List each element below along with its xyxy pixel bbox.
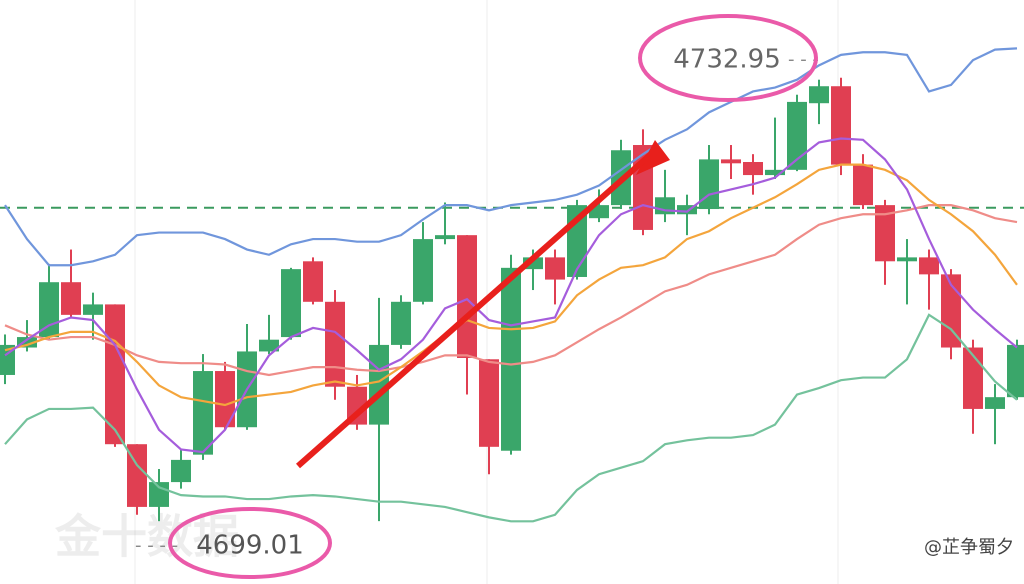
candle-body: [193, 371, 213, 455]
candle-body: [699, 159, 719, 210]
high-circle: [638, 14, 818, 102]
candle-body: [127, 444, 147, 507]
indicator-line: [4, 47, 1018, 267]
candle-body: [523, 257, 543, 270]
candle-body: [743, 162, 763, 176]
arrow: [296, 152, 652, 469]
candle-body: [831, 86, 851, 165]
candle-body: [303, 261, 323, 302]
credit: @芷争蜀夕: [924, 537, 1014, 558]
candle-body: [897, 257, 917, 262]
candle-body: [1007, 344, 1024, 398]
candle-body: [325, 301, 345, 387]
dash: - - -: [788, 49, 819, 70]
candle-body: [809, 86, 829, 104]
candle-body: [919, 257, 939, 275]
candle-body: [501, 267, 521, 451]
candle-body: [215, 371, 235, 428]
dash: - - - -: [135, 535, 178, 556]
candle-body: [61, 282, 81, 315]
candle-body: [985, 397, 1005, 409]
candle-body: [787, 101, 807, 170]
indicator-line: [4, 137, 1018, 454]
candle-body: [17, 337, 37, 348]
candle-body: [413, 239, 433, 302]
candle-body: [435, 235, 455, 240]
candle-body: [941, 274, 961, 348]
candle-body: [171, 459, 191, 483]
candle-body: [545, 257, 565, 280]
candle-body: [0, 344, 15, 375]
candle-body: [479, 359, 499, 447]
candle-body: [875, 205, 895, 262]
indicator-line: [4, 204, 1018, 377]
low-label: 4699.01: [196, 531, 304, 561]
indicator-line: [4, 163, 1018, 407]
low-circle: [168, 507, 332, 579]
indicator-line: [4, 313, 1018, 523]
arrow-head: [636, 140, 670, 175]
candle-body: [391, 301, 411, 345]
plot: [0, 47, 1024, 523]
candle-body: [853, 164, 873, 206]
candle-body: [259, 339, 279, 352]
candle-body: [457, 235, 477, 358]
candle-body: [765, 169, 785, 176]
watermark: 金十数据: [54, 510, 239, 564]
candle-body: [677, 205, 697, 215]
candle-body: [721, 159, 741, 164]
high-label: 4732.95: [673, 45, 781, 75]
candle-body: [83, 304, 103, 315]
candle-body: [281, 269, 301, 338]
